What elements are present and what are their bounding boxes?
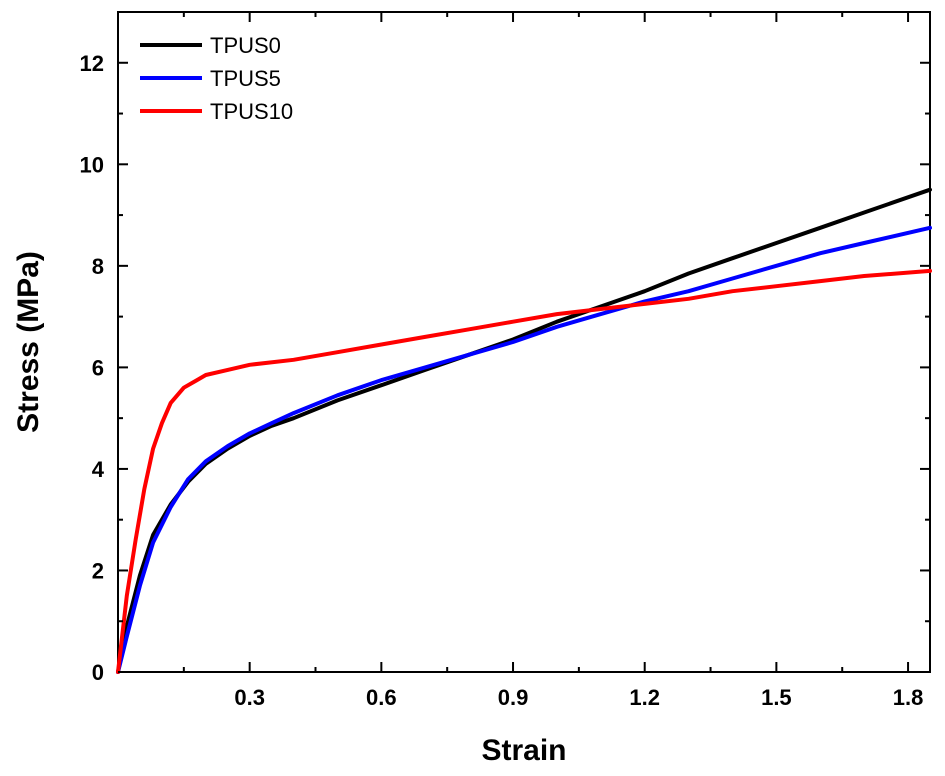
y-tick-label: 6: [92, 355, 104, 380]
y-tick-label: 10: [80, 152, 104, 177]
y-tick-label: 12: [80, 51, 104, 76]
x-tick-label: 0.6: [366, 685, 397, 710]
y-tick-label: 2: [92, 558, 104, 583]
legend: TPUS0 TPUS5 TPUS10: [140, 33, 293, 124]
legend-label-tpus5: TPUS5: [210, 66, 281, 91]
axes-layer: 0.3 0.6 0.9 1.2 1.5 1.8 0 2 4 6 8 10 12: [80, 12, 930, 710]
y-axis-title: Stress (MPa): [12, 251, 45, 433]
x-tick-label: 0.9: [498, 685, 529, 710]
y-tick-label: 0: [92, 660, 104, 685]
x-tick-label: 1.8: [893, 685, 924, 710]
y-tick-label: 8: [92, 254, 104, 279]
series-line-tpus10: [116, 268, 932, 674]
x-tick-label: 1.5: [761, 685, 792, 710]
legend-label-tpus0: TPUS0: [210, 33, 281, 58]
series-line-tpus5: [116, 225, 932, 674]
plot-area: [117, 11, 931, 673]
x-tick-label: 1.2: [629, 685, 660, 710]
x-axis-title: Strain: [481, 734, 566, 767]
series-layer: [116, 187, 932, 674]
plot-frame: [117, 11, 931, 673]
x-tick-label: 0.3: [234, 685, 265, 710]
y-tick-label: 4: [92, 457, 105, 482]
legend-label-tpus10: TPUS10: [210, 99, 293, 124]
series-line-tpus0: [116, 187, 932, 674]
